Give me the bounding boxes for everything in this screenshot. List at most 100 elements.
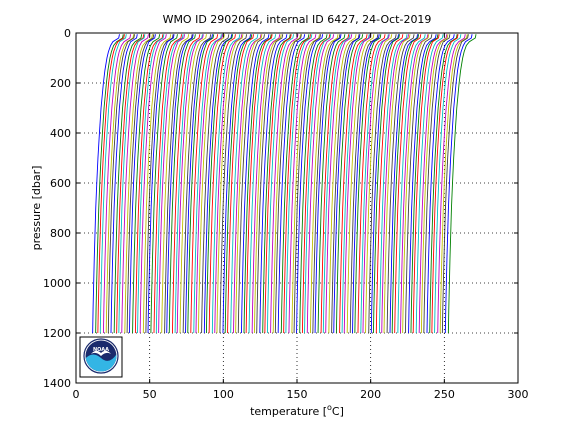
- y-tick-label: 1400: [43, 377, 71, 390]
- profile-line: [339, 34, 368, 334]
- profile-line: [262, 34, 291, 334]
- profile-line: [203, 34, 233, 334]
- profile-line: [404, 34, 433, 334]
- profile-line: [426, 34, 455, 334]
- x-tick-label: 300: [508, 388, 529, 401]
- profile-line: [360, 34, 389, 334]
- profile-line: [418, 34, 448, 334]
- profile-line: [389, 34, 419, 334]
- profile-line: [153, 34, 183, 334]
- profile-line: [216, 34, 244, 334]
- profile-line: [124, 34, 153, 334]
- profile-line: [277, 34, 306, 334]
- profile-line: [375, 34, 404, 334]
- profile-line: [227, 34, 255, 334]
- profile-line: [193, 34, 222, 334]
- profile-line: [410, 34, 439, 334]
- profile-line: [314, 34, 342, 334]
- profile-line: [164, 34, 193, 334]
- profile-line: [208, 34, 236, 334]
- profile-line: [110, 34, 138, 334]
- noaa-logo: NOAA: [79, 336, 123, 378]
- profile-line: [274, 34, 302, 334]
- profile-line: [245, 34, 273, 334]
- profile-line: [150, 34, 178, 334]
- profile-line: [132, 34, 161, 334]
- profile-line: [190, 34, 219, 334]
- profile-line: [251, 34, 281, 334]
- profile-line: [370, 34, 400, 334]
- y-tick-label: 1000: [43, 277, 71, 290]
- profile-line: [128, 34, 156, 334]
- profile-line: [211, 34, 241, 334]
- profile-line: [172, 34, 201, 334]
- profile-line: [272, 34, 301, 334]
- profile-line: [309, 34, 339, 334]
- profile-line: [201, 34, 230, 334]
- profile-lines: [92, 34, 477, 334]
- x-axis-ticks: 0 50 100 150 200 250 300: [73, 33, 529, 401]
- profile-line: [176, 34, 204, 334]
- profile-line: [233, 34, 262, 334]
- y-tick-label: 0: [64, 27, 71, 40]
- profile-line: [283, 34, 311, 334]
- profile-line: [299, 34, 328, 334]
- profile-line: [248, 34, 277, 334]
- profile-line: [105, 34, 135, 334]
- profile-line: [378, 34, 408, 334]
- profile-line: [280, 34, 310, 334]
- profile-line: [243, 34, 272, 334]
- profile-line: [187, 34, 215, 334]
- profile-line: [346, 34, 375, 334]
- profile-line: [264, 34, 292, 334]
- profile-line: [304, 34, 332, 334]
- profile-line: [222, 34, 252, 334]
- profile-line: [362, 34, 390, 334]
- profile-line: [444, 34, 473, 334]
- profile-line: [429, 34, 458, 334]
- y-tick-label: 1200: [43, 327, 71, 340]
- profile-line: [288, 34, 317, 334]
- profile-line: [230, 34, 259, 334]
- profile-line: [320, 34, 350, 334]
- profile-line: [145, 34, 174, 334]
- profile-line: [174, 34, 203, 334]
- profile-line: [333, 34, 361, 334]
- profile-line: [386, 34, 415, 334]
- profile-line: [312, 34, 341, 334]
- profile-line: [205, 34, 234, 334]
- profile-line: [134, 34, 164, 334]
- profile-line: [219, 34, 248, 334]
- profile-line: [214, 34, 243, 334]
- profile-line: [142, 34, 172, 334]
- profile-line: [365, 34, 393, 334]
- profile-line: [335, 34, 364, 334]
- profile-line: [415, 34, 444, 334]
- profile-line: [317, 34, 346, 334]
- profile-line: [412, 34, 440, 334]
- profile-line: [352, 34, 380, 334]
- profile-line: [400, 34, 429, 334]
- profile-line: [113, 34, 143, 334]
- profile-line: [168, 34, 196, 334]
- profile-line: [161, 34, 190, 334]
- profile-line: [434, 34, 462, 334]
- x-tick-label: 200: [360, 388, 381, 401]
- profile-line: [185, 34, 213, 334]
- profile-line: [301, 34, 331, 334]
- profile-line: [291, 34, 320, 334]
- profile-line: [343, 34, 371, 334]
- profile-line: [391, 34, 420, 334]
- y-axis-ticks: 0 200 400 600 800 1000 1200 1400: [43, 27, 518, 390]
- profile-line: [235, 34, 263, 334]
- x-tick-label: 250: [434, 388, 455, 401]
- profile-line: [420, 34, 449, 334]
- profile-line: [383, 34, 411, 334]
- profile-line: [437, 34, 466, 334]
- noaa-logo-text: NOAA: [93, 347, 109, 353]
- profile-line: [331, 34, 360, 334]
- profile-line: [147, 34, 175, 334]
- profile-line: [137, 34, 165, 334]
- profile-line: [116, 34, 145, 334]
